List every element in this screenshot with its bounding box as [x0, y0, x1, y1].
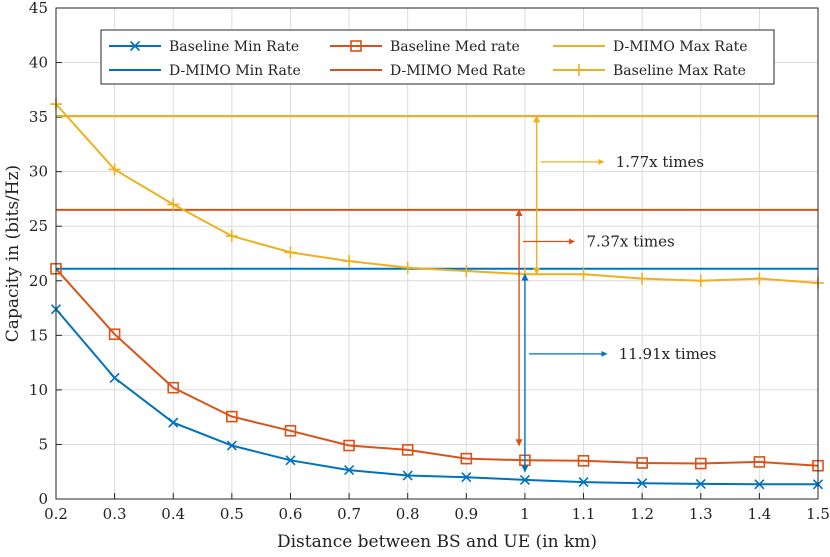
legend-label: Baseline Max Rate: [613, 63, 746, 79]
y-tick-label: 25: [29, 217, 48, 235]
point-baseline-max-rate: [636, 272, 649, 285]
legend-marker: [350, 40, 362, 52]
point-baseline-max-rate: [401, 261, 414, 274]
series-line-baseline-max-rate: [55, 103, 819, 284]
y-tick-label: 10: [29, 381, 48, 399]
point-baseline-med-rate: [226, 410, 238, 423]
plot-frame: [55, 7, 819, 500]
legend-marker: [573, 64, 585, 76]
point-baseline-min-rate: [285, 455, 296, 466]
legend-marker: [129, 40, 141, 52]
point-baseline-max-rate: [753, 272, 766, 285]
x-tick-label: 1.2: [630, 505, 654, 523]
y-tick-labels: 0 5 10 15 20 25 30 35 40 45: [29, 0, 48, 508]
point-baseline-med-rate: [694, 457, 707, 470]
x-tick-label: 0.4: [161, 505, 185, 523]
point-baseline-max-rate: [460, 264, 473, 277]
y-axis-label: Capacity in (bits/Hz): [3, 165, 23, 342]
x-tick-label: 0.3: [103, 505, 127, 523]
point-baseline-max-rate: [167, 198, 180, 211]
series-line-baseline-min-rate: [55, 308, 818, 486]
x-tick-label: 1.1: [572, 505, 596, 523]
annotations: 1.77x times 7.37x times 11.91x times: [515, 115, 717, 473]
point-baseline-min-rate: [344, 465, 355, 476]
legend-label: D-MIMO Min Rate: [169, 63, 301, 79]
point-baseline-med-rate: [636, 457, 648, 469]
point-baseline-max-rate: [108, 163, 121, 176]
point-baseline-med-rate: [460, 452, 473, 465]
legend: Baseline Min Rate Baseline Med rate D-MIMO…: [100, 29, 775, 85]
point-baseline-med-rate: [753, 456, 766, 468]
y-tick-label: 35: [29, 108, 48, 126]
point-baseline-min-rate: [402, 470, 413, 481]
y-tick-label: 40: [29, 54, 48, 72]
point-baseline-max-rate: [284, 246, 297, 259]
point-baseline-min-rate: [109, 372, 120, 383]
point-baseline-med-rate: [167, 381, 180, 394]
point-baseline-min-rate: [226, 440, 237, 451]
x-tick-label: 1: [520, 505, 530, 523]
y-tick-label: 45: [29, 0, 48, 17]
y-tick-label: 5: [38, 435, 48, 453]
y-tick-label: 0: [38, 490, 48, 508]
x-tick-label: 0.5: [220, 505, 244, 523]
x-tick-label: 0.6: [279, 505, 303, 523]
x-tick-label: 1.5: [806, 505, 830, 523]
point-baseline-max-rate: [343, 255, 356, 268]
point-baseline-max-rate: [577, 268, 590, 281]
point-baseline-min-rate: [519, 474, 530, 485]
point-baseline-med-rate: [108, 328, 121, 341]
x-tick-labels: 0.2 0.3 0.4 0.5 0.6 0.7 0.8 0.9 1 1.1 1.2 1.3 1.4 1.5: [44, 505, 830, 523]
point-baseline-min-rate: [637, 478, 648, 489]
series-markers: [50, 98, 824, 490]
annotation-label: 11.91x times: [619, 345, 717, 363]
point-baseline-med-rate: [343, 439, 355, 452]
point-baseline-min-rate: [754, 479, 765, 490]
y-tick-label: 20: [29, 272, 48, 290]
annotation-label: 7.37x times: [586, 232, 674, 250]
x-tick-label: 1.4: [747, 505, 771, 523]
point-baseline-max-rate: [694, 274, 707, 287]
annotation-label: 1.77x times: [616, 153, 704, 171]
series-lines: [55, 103, 819, 486]
point-baseline-max-rate: [225, 230, 238, 243]
point-baseline-min-rate: [168, 417, 179, 428]
point-baseline-min-rate: [578, 477, 589, 488]
x-axis-label: Distance between BS and UE (in km): [277, 532, 597, 552]
legend-label: Baseline Min Rate: [169, 39, 299, 55]
point-baseline-med-rate: [284, 425, 297, 437]
x-tick-label: 1.3: [689, 505, 713, 523]
legend-label: Baseline Med rate: [390, 39, 520, 55]
y-tick-label: 15: [29, 326, 48, 344]
legend-box: [100, 29, 775, 85]
legend-label: D-MIMO Med Rate: [390, 63, 526, 79]
y-tick-label: 30: [29, 163, 48, 181]
x-tick-label: 0.7: [337, 505, 361, 523]
x-tick-label: 0.9: [454, 505, 478, 523]
x-tick-label: 0.2: [44, 505, 68, 523]
series-line-baseline-med-rate: [55, 268, 819, 467]
point-baseline-med-rate: [577, 455, 590, 467]
x-tick-label: 0.8: [396, 505, 420, 523]
point-baseline-min-rate: [461, 472, 472, 483]
point-baseline-med-rate: [401, 444, 414, 456]
legend-label: D-MIMO Max Rate: [613, 39, 748, 55]
point-baseline-min-rate: [695, 478, 706, 490]
